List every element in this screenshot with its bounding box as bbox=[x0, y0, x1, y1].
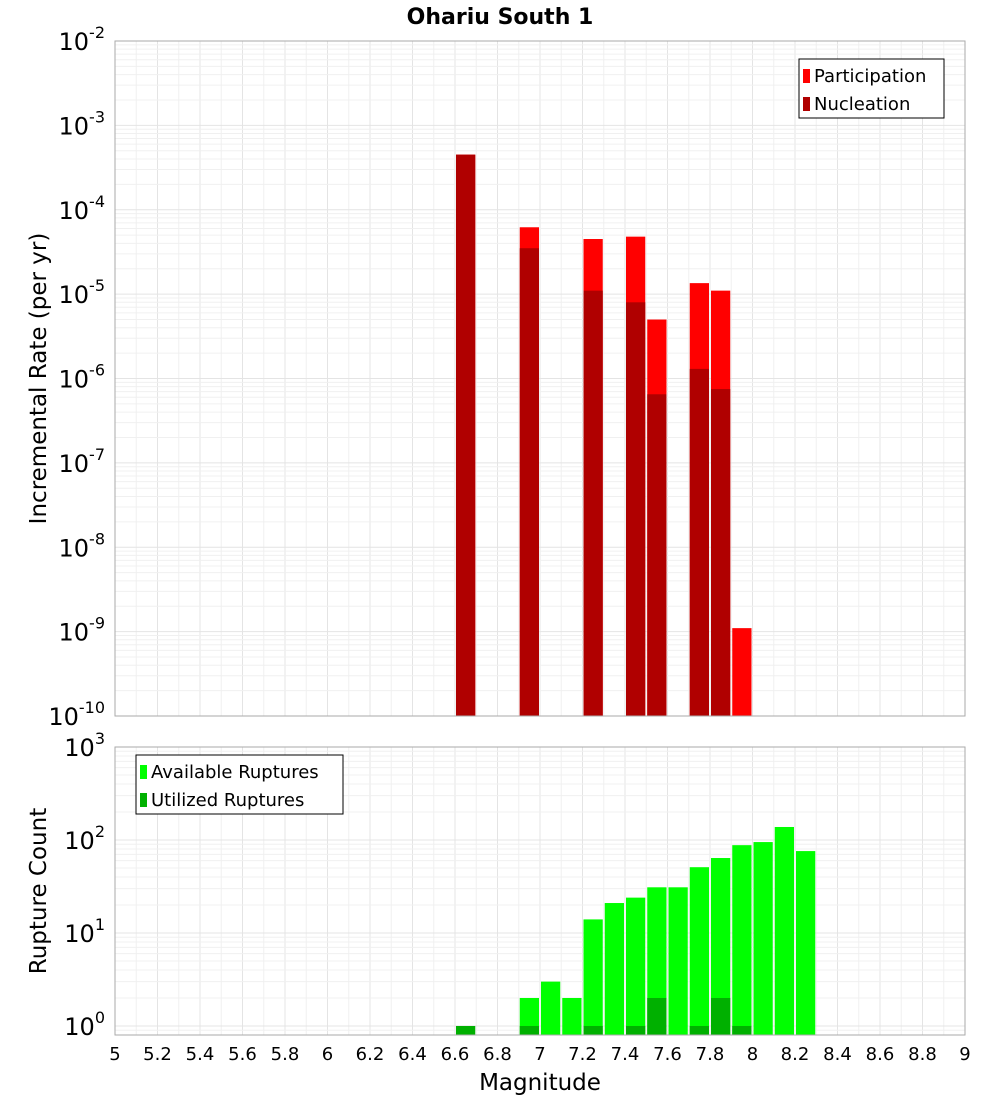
bar-available-ruptures bbox=[753, 842, 773, 1035]
x-tick-label: 8.8 bbox=[908, 1044, 937, 1065]
bar-available-ruptures bbox=[796, 851, 816, 1035]
legend-box bbox=[135, 754, 344, 815]
bar-nucleation bbox=[647, 394, 667, 716]
bar-participation bbox=[732, 628, 752, 716]
count-bars bbox=[456, 826, 816, 1035]
legend-swatch bbox=[140, 793, 147, 807]
x-tick-label: 6.8 bbox=[483, 1044, 512, 1065]
y-tick-label: 10-7 bbox=[59, 445, 106, 478]
y-tick-label: 10-9 bbox=[59, 614, 106, 647]
count-y-ticks: 100 101 102 103 bbox=[64, 729, 105, 1041]
x-tick-label: 8.2 bbox=[781, 1044, 810, 1065]
x-tick-label: 7.6 bbox=[653, 1044, 682, 1065]
count-plot-frame bbox=[114, 746, 966, 1036]
y-tick-label: 10-5 bbox=[59, 276, 106, 309]
bar-available-ruptures bbox=[541, 981, 561, 1035]
rate-y-ticks: 10-10 10-9 10-8 10-7 10-6 10-5 10-4 10-3 10-2 bbox=[48, 23, 105, 731]
bar-utilized-ruptures bbox=[732, 1025, 752, 1035]
y-tick-label: 100 bbox=[64, 1008, 105, 1041]
bar-available-ruptures bbox=[711, 858, 731, 1035]
bar-available-ruptures bbox=[689, 867, 709, 1035]
bar-available-ruptures bbox=[626, 897, 646, 1035]
rate-plot-frame bbox=[114, 40, 966, 717]
bar-utilized-ruptures bbox=[689, 1025, 709, 1035]
bar-utilized-ruptures bbox=[456, 1025, 476, 1035]
x-tick-label: 8.4 bbox=[823, 1044, 852, 1065]
bar-available-ruptures bbox=[774, 826, 794, 1035]
x-tick-label: 5 bbox=[109, 1044, 120, 1065]
x-tick-label: 7.8 bbox=[696, 1044, 725, 1065]
legend-label: Utilized Ruptures bbox=[151, 790, 304, 811]
legend-label: Participation bbox=[814, 66, 926, 87]
bar-available-ruptures bbox=[668, 887, 688, 1035]
bar-available-ruptures bbox=[583, 919, 603, 1035]
x-tick-label: 5.8 bbox=[271, 1044, 300, 1065]
count-y-axis-label: Rupture Count bbox=[26, 808, 52, 974]
x-tick-label: 6.2 bbox=[356, 1044, 385, 1065]
legend-label: Nucleation bbox=[814, 94, 910, 115]
x-tick-label: 7.4 bbox=[611, 1044, 640, 1065]
count-legend: Available Ruptures Utilized Ruptures bbox=[135, 754, 344, 815]
bar-nucleation bbox=[689, 368, 709, 716]
legend-swatch bbox=[140, 765, 147, 779]
x-tick-label: 5.6 bbox=[228, 1044, 257, 1065]
bar-nucleation bbox=[626, 302, 646, 716]
y-tick-label: 101 bbox=[64, 915, 105, 948]
x-tick-label: 6.4 bbox=[398, 1044, 427, 1065]
bar-nucleation bbox=[456, 154, 476, 716]
y-tick-label: 102 bbox=[64, 822, 105, 855]
x-tick-label: 7.2 bbox=[568, 1044, 597, 1065]
x-tick-label: 8 bbox=[747, 1044, 758, 1065]
bar-nucleation bbox=[519, 248, 539, 717]
bar-nucleation bbox=[583, 290, 603, 716]
y-tick-label: 10-6 bbox=[59, 361, 106, 394]
x-tick-label: 7 bbox=[534, 1044, 545, 1065]
rupture-count-panel: 100 101 102 103 Rupture Count Available Rup… bbox=[26, 729, 966, 1041]
rate-gridlines bbox=[114, 40, 966, 717]
bar-nucleation bbox=[711, 389, 731, 716]
rate-legend: Participation Nucleation bbox=[798, 58, 945, 119]
rate-y-axis-label: Incremental Rate (per yr) bbox=[26, 233, 52, 525]
bar-utilized-ruptures bbox=[583, 1025, 603, 1035]
y-tick-label: 10-3 bbox=[59, 107, 106, 140]
rate-bars bbox=[456, 154, 752, 717]
x-tick-label: 6 bbox=[322, 1044, 333, 1065]
bar-available-ruptures bbox=[604, 903, 624, 1035]
bar-utilized-ruptures bbox=[519, 1025, 539, 1035]
bar-utilized-ruptures bbox=[711, 997, 731, 1035]
x-tick-label: 5.2 bbox=[143, 1044, 172, 1065]
x-axis-ticks: 5 5.2 5.4 5.6 5.8 6 6.2 6.4 6.6 6.8 7 7.2 7.4 7.6 7.8 8… bbox=[109, 1044, 970, 1065]
x-axis-label: Magnitude bbox=[479, 1070, 601, 1096]
y-tick-label: 10-8 bbox=[59, 529, 106, 562]
legend-swatch bbox=[803, 97, 810, 111]
chart-title: Ohariu South 1 bbox=[407, 5, 594, 30]
bar-available-ruptures bbox=[562, 997, 582, 1035]
y-tick-label: 10-10 bbox=[48, 698, 105, 731]
bar-utilized-ruptures bbox=[647, 997, 667, 1035]
x-tick-label: 6.6 bbox=[441, 1044, 470, 1065]
x-tick-label: 9 bbox=[959, 1044, 970, 1065]
bar-available-ruptures bbox=[519, 997, 539, 1035]
y-tick-label: 10-2 bbox=[59, 23, 106, 56]
legend-label: Available Ruptures bbox=[151, 762, 319, 783]
incremental-rate-panel: 10-10 10-9 10-8 10-7 10-6 10-5 10-4 10-3 10-2 In… bbox=[26, 23, 966, 731]
x-tick-label: 5.4 bbox=[186, 1044, 215, 1065]
y-tick-label: 10-4 bbox=[59, 192, 106, 225]
y-tick-label: 103 bbox=[64, 729, 105, 762]
x-tick-label: 8.6 bbox=[866, 1044, 895, 1065]
bar-utilized-ruptures bbox=[626, 1025, 646, 1035]
bar-available-ruptures bbox=[732, 845, 752, 1035]
legend-swatch bbox=[803, 69, 810, 83]
legend-box bbox=[798, 58, 945, 119]
